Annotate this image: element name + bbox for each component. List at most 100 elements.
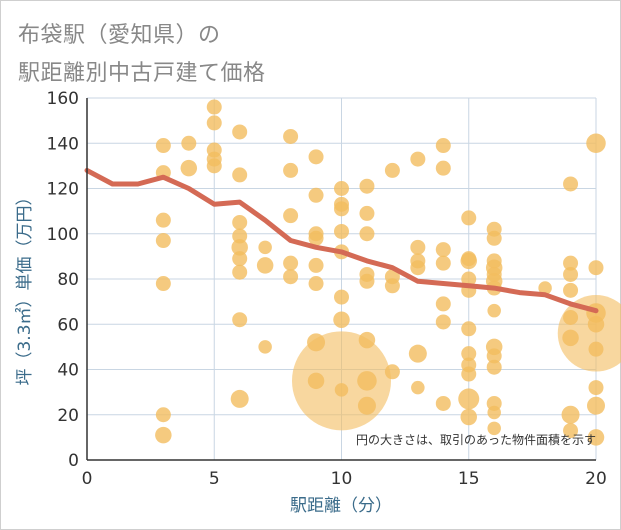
bubble-point-55 xyxy=(357,396,376,415)
bubble-point-24 xyxy=(256,257,274,274)
bubble-point-64 xyxy=(408,344,427,363)
bubble-point-19 xyxy=(232,251,248,267)
bubble-point-69 xyxy=(435,255,451,271)
bubble-point-91 xyxy=(487,303,501,318)
x-tick-label-0: 0 xyxy=(82,469,93,489)
bubble-point-107 xyxy=(586,133,606,153)
bubble-point-20 xyxy=(232,264,248,280)
bubble-point-8 xyxy=(180,159,198,177)
bubble-point-27 xyxy=(283,162,299,178)
bubble-point-66 xyxy=(435,138,451,154)
bubble-point-48 xyxy=(359,178,375,194)
bubble-point-42 xyxy=(334,223,349,239)
bubble-point-44 xyxy=(334,289,349,305)
bubble-point-113 xyxy=(588,380,604,396)
x-tick-label-2: 10 xyxy=(331,469,353,489)
bubble-point-71 xyxy=(435,314,451,330)
bubble-size-note: 円の大きさは、取引のあった物件面積を示す xyxy=(356,432,596,447)
bubble-point-102 xyxy=(563,282,579,298)
bubble-point-26 xyxy=(283,128,299,144)
bubble-point-75 xyxy=(460,252,477,270)
bubble-point-111 xyxy=(557,295,621,372)
y-tick-label-4: 80 xyxy=(57,270,79,290)
bubble-point-21 xyxy=(232,312,248,328)
bubble-point-100 xyxy=(563,255,579,271)
bubble-point-2 xyxy=(155,212,171,228)
y-tick-label-8: 160 xyxy=(47,89,79,109)
bubble-point-47 xyxy=(334,383,349,397)
bubble-point-82 xyxy=(458,388,480,410)
bubble-point-35 xyxy=(308,257,324,273)
bubble-point-56 xyxy=(384,162,400,178)
bubble-point-5 xyxy=(155,407,171,423)
bubble-point-49 xyxy=(359,205,375,221)
bubble-point-3 xyxy=(155,233,171,249)
bubble-point-53 xyxy=(358,331,376,349)
bubble-point-34 xyxy=(308,230,324,246)
bubble-point-22 xyxy=(230,389,249,408)
bubble-point-105 xyxy=(561,405,580,424)
bubble-point-25 xyxy=(258,340,272,354)
y-tick-label-0: 0 xyxy=(68,451,79,471)
bubble-point-45 xyxy=(333,311,350,328)
bubble-point-115 xyxy=(587,429,605,446)
x-axis-title: 駅距離（分） xyxy=(290,496,392,516)
bubble-point-70 xyxy=(435,296,451,312)
bubble-point-9 xyxy=(206,99,222,115)
bubble-point-73 xyxy=(461,210,477,226)
bubble-point-81 xyxy=(461,366,477,382)
bubble-point-112 xyxy=(588,341,604,357)
trend-line xyxy=(84,167,599,314)
y-tick-label-3: 60 xyxy=(57,315,79,335)
bubble-point-6 xyxy=(155,426,172,444)
bubble-point-4 xyxy=(155,276,171,292)
axes xyxy=(86,98,596,461)
bubble-point-32 xyxy=(308,187,324,203)
bubble-point-17 xyxy=(232,228,248,244)
bubble-point-67 xyxy=(435,160,451,176)
x-tick-label-1: 5 xyxy=(209,469,220,489)
bubble-point-106 xyxy=(563,423,579,439)
bubble-point-36 xyxy=(308,276,324,292)
bubble-point-41 xyxy=(334,201,349,217)
bubble-point-16 xyxy=(232,214,248,230)
bubble-point-54 xyxy=(357,371,377,391)
y-tick-label-5: 100 xyxy=(47,225,79,245)
bubble-point-93 xyxy=(486,348,502,364)
x-tick-label-4: 20 xyxy=(585,469,607,489)
bubble-point-101 xyxy=(563,266,579,282)
tick-labels: 0 20 40 60 80 100 120 140 160 0 5 10 15 20 xyxy=(47,89,607,489)
bubble-layer xyxy=(155,99,621,446)
bubble-point-76 xyxy=(461,271,477,287)
bubble-point-13 xyxy=(206,158,222,174)
bubble-point-60 xyxy=(410,151,426,167)
y-tick-label-2: 40 xyxy=(57,361,79,381)
bubble-point-7 xyxy=(181,135,197,151)
bubble-point-28 xyxy=(283,208,299,224)
bubble-point-96 xyxy=(487,405,501,420)
bubble-point-61 xyxy=(410,239,426,255)
bubble-point-65 xyxy=(411,380,425,395)
bubble-point-78 xyxy=(461,321,477,337)
bubble-point-0 xyxy=(155,138,171,154)
chart-title-line2: 駅距離別中古戸建て価格 xyxy=(18,61,266,86)
bubble-point-63 xyxy=(410,260,426,276)
bubble-point-59 xyxy=(384,364,400,380)
y-tick-label-6: 120 xyxy=(47,180,79,200)
y-tick-label-7: 140 xyxy=(47,134,79,154)
bubble-point-29 xyxy=(283,255,299,271)
bubble-point-10 xyxy=(206,115,222,131)
bubble-point-98 xyxy=(538,281,552,295)
bubble-point-99 xyxy=(563,176,579,192)
bubble-point-108 xyxy=(588,260,604,276)
bubble-point-94 xyxy=(486,359,502,375)
bubble-point-18 xyxy=(231,239,248,256)
bubble-point-50 xyxy=(359,226,375,242)
bubble-point-68 xyxy=(435,242,451,258)
bubble-point-79 xyxy=(461,346,477,362)
bubble-point-114 xyxy=(587,396,605,415)
bubble-point-15 xyxy=(232,167,248,183)
y-tick-label-1: 20 xyxy=(57,406,79,426)
bubble-point-14 xyxy=(232,124,248,140)
